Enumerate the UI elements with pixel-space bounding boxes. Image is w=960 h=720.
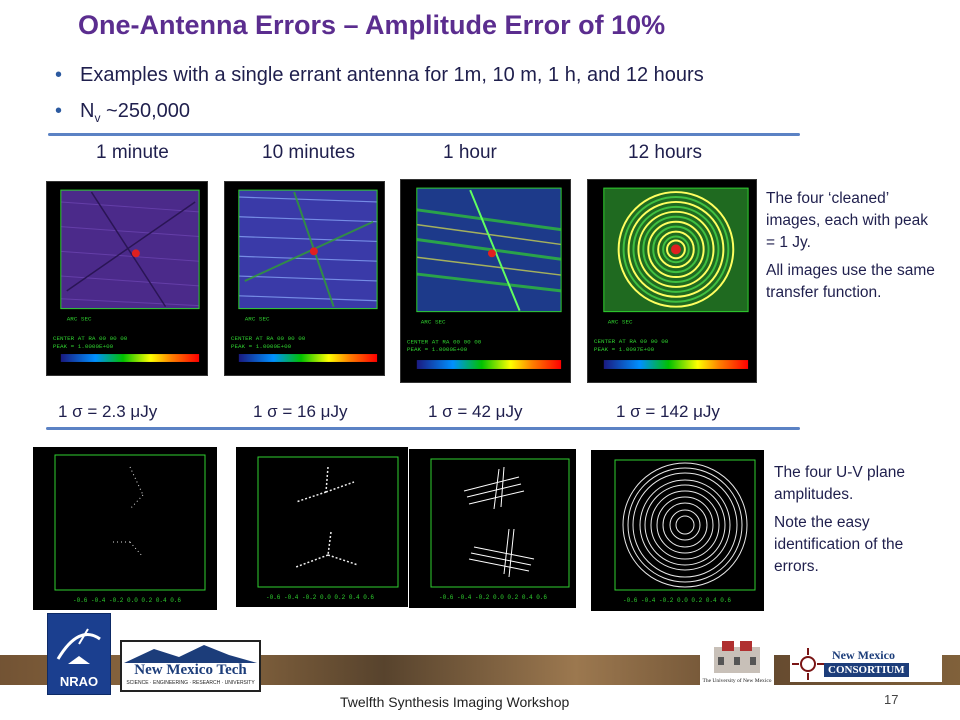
svg-text:CENTER AT RA 00 00 00: CENTER AT RA 00 00 00 [53,335,128,342]
bullet-text-post: ~250,000 [100,100,190,122]
page-number: 17 [884,692,899,707]
nm-consortium-logo: New Mexico CONSORTIUM [790,646,942,682]
bullet-text: N [80,100,95,122]
nm-tech-name: New Mexico Tech [134,662,247,678]
bullet-nv: • Nv ~250,000 [55,100,190,125]
nrao-dish-icon [56,628,101,664]
divider-middle [46,427,800,430]
svg-text:PEAK = 1.0000E+00: PEAK = 1.0000E+00 [407,346,468,353]
cleaned-image-10-minutes: ARC SEC CENTER AT RA 00 00 00 PEAK = 1.000… [224,181,385,376]
svg-text:PEAK = 1.0000E+00: PEAK = 1.0000E+00 [231,343,292,350]
bullet-dot-icon: • [55,64,63,86]
sigma-label-12-hours: 1 σ = 142 μJy [616,402,720,421]
notes-cleaned-images: The four ‘cleaned’ images, each with pea… [766,188,936,310]
bullet-examples: • Examples with a single errant antenna f… [55,64,704,87]
note-transfer: All images use the same transfer functio… [766,262,935,301]
bullet-text: Examples with a single errant antenna fo… [80,64,704,86]
svg-text:-0.6 -0.4 -0.2 0.0 0.2 0.4 0.6: -0.6 -0.4 -0.2 0.0 0.2 0.4 0.6 [623,597,731,604]
uv-plane-12-hours: -0.6 -0.4 -0.2 0.0 0.2 0.4 0.6 [591,450,764,611]
cleaned-image-1-hour: ARC SEC CENTER AT RA 00 00 00 PEAK = 1.000… [400,179,571,383]
notes-uv-plane: The four U-V plane amplitudes. Note the … [774,462,944,584]
nrao-logo: NRAO [47,613,111,695]
bullet-dot-icon: • [55,100,63,122]
consortium-bottom-text: CONSORTIUM [824,663,909,677]
sigma-label-1-minute: 1 σ = 2.3 μJy [58,402,158,421]
svg-text:ARC SEC: ARC SEC [67,315,92,322]
unm-logo: The University of New Mexico [700,633,774,693]
unm-building-icon [714,641,760,673]
nrao-logo-text: NRAO [59,674,99,689]
mountain-icon [124,645,257,663]
sigma-label-10-minutes: 1 σ = 16 μJy [253,402,348,421]
svg-text:-0.6 -0.4 -0.2 0.0 0.2 0.4 0.6: -0.6 -0.4 -0.2 0.0 0.2 0.4 0.6 [73,597,181,604]
note-uv-amplitudes: The four U-V plane amplitudes. [774,464,905,503]
svg-text:-0.6 -0.4 -0.2 0.0 0.2 0.4 0.6: -0.6 -0.4 -0.2 0.0 0.2 0.4 0.6 [439,594,547,601]
slide-title: One-Antenna Errors – Amplitude Error of … [78,10,666,40]
svg-text:CENTER AT RA 00 00 00: CENTER AT RA 00 00 00 [231,335,306,342]
nm-tech-logo: New Mexico Tech SCIENCE · ENGINEERING · … [120,640,261,692]
label-12-hours: 12 hours [628,142,702,163]
uv-plane-1-minute: -0.6 -0.4 -0.2 0.0 0.2 0.4 0.6 [33,447,217,610]
svg-text:PEAK = 1.0000E+00: PEAK = 1.0000E+00 [53,343,114,350]
unm-logo-text: The University of New Mexico [702,678,772,684]
label-1-minute: 1 minute [96,142,169,163]
svg-text:ARC SEC: ARC SEC [245,315,270,322]
bullet-subscript: v [94,111,101,125]
svg-text:CENTER AT RA 00 00 00: CENTER AT RA 00 00 00 [407,338,482,345]
divider-top [48,133,800,136]
svg-text:CENTER AT RA 00 00 00: CENTER AT RA 00 00 00 [594,338,669,345]
label-10-minutes: 10 minutes [262,142,355,163]
uv-plane-10-minutes: -0.6 -0.4 -0.2 0.0 0.2 0.4 0.6 [236,447,408,607]
consortium-top-text: New Mexico [832,648,895,662]
uv-plane-1-hour: -0.6 -0.4 -0.2 0.0 0.2 0.4 0.6 [409,449,576,608]
svg-text:PEAK = 1.0097E+00: PEAK = 1.0097E+00 [594,346,655,353]
sigma-label-1-hour: 1 σ = 42 μJy [428,402,523,421]
zia-sun-icon [792,648,824,680]
svg-text:ARC SEC: ARC SEC [608,318,633,325]
footer-workshop: Twelfth Synthesis Imaging Workshop [340,694,570,710]
label-1-hour: 1 hour [443,142,497,163]
cleaned-image-12-hours: ARC SEC CENTER AT RA 00 00 00 PEAK = 1.009… [587,179,757,383]
cleaned-image-1-minute: ARC SEC CENTER AT RA 00 00 00 PEAK = 1.000… [46,181,208,376]
svg-text:ARC SEC: ARC SEC [421,318,446,325]
note-errors: Note the easy identification of the erro… [774,514,904,575]
svg-text:-0.6 -0.4 -0.2 0.0 0.2 0.4 0.6: -0.6 -0.4 -0.2 0.0 0.2 0.4 0.6 [266,594,374,601]
nm-tech-tagline: SCIENCE · ENGINEERING · RESEARCH · UNIVE… [126,680,255,686]
note-cleaned: The four ‘cleaned’ images, each with pea… [766,190,928,251]
